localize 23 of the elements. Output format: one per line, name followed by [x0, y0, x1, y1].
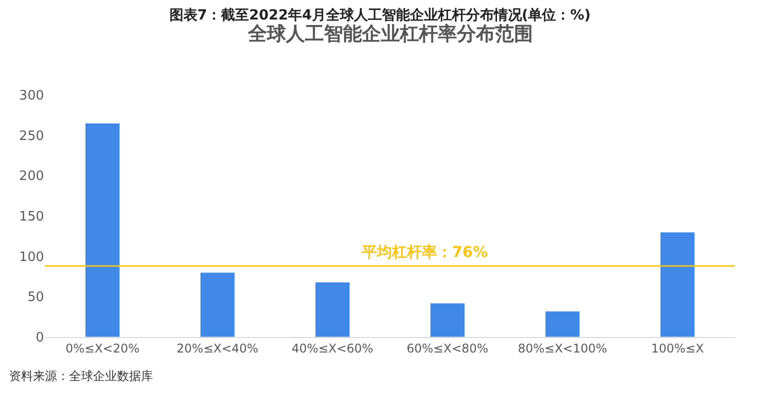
x-tick-label: 20%≤X<40%	[176, 341, 258, 356]
bar	[545, 310, 580, 337]
y-tick-label: 300	[19, 88, 44, 104]
x-tick-label: 60%≤X<80%	[406, 341, 488, 356]
bar	[430, 302, 465, 337]
y-tick-label: 150	[19, 210, 44, 225]
bar	[200, 272, 235, 337]
bar	[85, 122, 120, 337]
x-tick-label: 0%≤X<20%	[65, 341, 140, 356]
x-tick-label: 40%≤X<60%	[292, 341, 374, 356]
bar	[315, 282, 350, 337]
y-tick-label: 250	[19, 128, 44, 144]
chart-subtitle: 全球人工智能企业杠杆率分布范围	[247, 23, 533, 45]
chart-title: 图表7：截至2022年4月全球人工智能企业杠杆分布情况(单位：%)	[169, 8, 591, 24]
y-tick-label: 50	[27, 290, 44, 306]
y-tick-label: 100	[19, 250, 44, 265]
ref-line-label: 平均杠杆率：76%	[361, 243, 488, 261]
y-tick-label: 200	[19, 169, 44, 184]
y-tick-label: 0	[36, 330, 44, 346]
bar	[660, 232, 695, 337]
text: 资料来源：全球企业数据库	[9, 369, 153, 383]
x-tick-label: 80%≤X<100%	[518, 341, 608, 356]
x-tick-label: 100%≤X	[651, 341, 704, 356]
